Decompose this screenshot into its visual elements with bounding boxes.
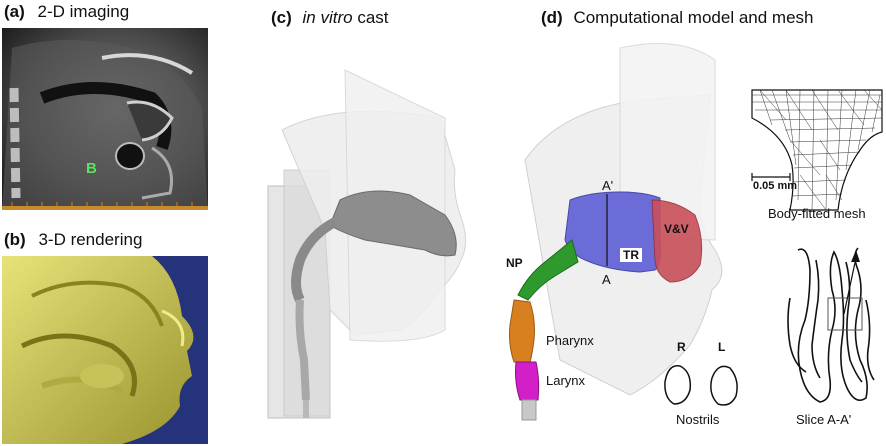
panel-d-title: Computational model and mesh [573,8,814,27]
region-np-label: NP [506,256,523,270]
panel-c-title-rest: cast [357,8,389,27]
slice-mark-top: A' [602,178,614,193]
panel-c-label: (c) in vitro cast [271,8,389,28]
mesh-scale-label: 0.05 mm [753,180,798,192]
ct-image [2,28,208,210]
panel-c-title-italic: in vitro [302,8,353,27]
panel-a-title: 2-D imaging [37,2,130,21]
slice-caption: Slice A-A' [796,412,852,427]
region-vv-label: V&V [664,222,689,236]
mesh-caption: Body-fitted mesh [768,206,866,221]
panel-b-label: (b) 3-D rendering [4,230,142,250]
panel-a-label: (a) 2-D imaging [4,2,129,22]
panel-b-letter: (b) [4,230,26,249]
nostrils-caption: Nostrils [676,412,720,427]
panel-d-label: (d) Computational model and mesh [541,8,813,28]
slice-mark-bottom: A [602,272,611,287]
panel-b-title: 3-D rendering [38,230,143,249]
panel-a-letter: (a) [4,2,25,21]
region-larynx-label: Larynx [546,373,586,388]
nostril-right-label: R [677,340,686,354]
panel-c-letter: (c) [271,8,292,27]
ct-marker-b: B [86,160,97,177]
slice-drawing [787,247,875,403]
rendering-image [2,256,208,444]
region-pharynx-label: Pharynx [546,333,594,348]
mesh-drawing [751,89,883,211]
ct-scan-drawing [2,28,208,210]
nostril-left-label: L [718,340,726,354]
panel-d-letter: (d) [541,8,563,27]
rendering-drawing [2,256,194,444]
region-tr-label: TR [620,248,642,262]
